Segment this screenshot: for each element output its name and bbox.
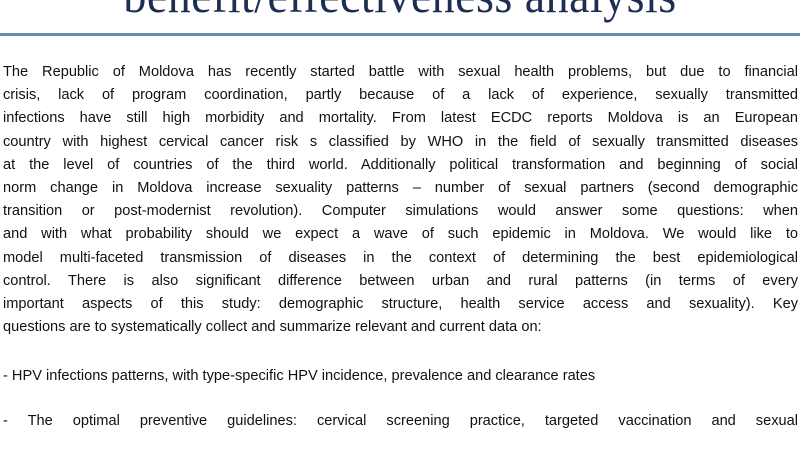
bullet-item: - HPV infections patterns, with type-spe…: [3, 368, 596, 384]
paragraph-line: country with highest cervical cancer ris…: [3, 133, 798, 150]
title-divider: [0, 33, 800, 36]
body-paragraph: The Republic of Moldova has recently sta…: [3, 61, 798, 339]
paragraph-line: transition or post-modernist revolution)…: [3, 203, 798, 220]
paragraph-line: crisis, lack of program coordination, pa…: [3, 87, 798, 104]
paragraph-line: The Republic of Moldova has recently sta…: [3, 64, 798, 80]
paragraph-line: important aspects of this study: demogra…: [3, 295, 798, 312]
paragraph-line: norm change in Moldova increase sexualit…: [3, 179, 798, 196]
bullet-item: - The optimal preventive guidelines: cer…: [3, 413, 798, 429]
paragraph-line: questions are to systematically collect …: [3, 319, 542, 336]
paragraph-line: at the level of countries of the third w…: [3, 156, 798, 173]
paragraph-line: control. There is also significant diffe…: [3, 272, 798, 289]
paragraph-line: model multi-faceted transmission of dise…: [3, 249, 798, 266]
paragraph-line: infections have still high morbidity and…: [3, 110, 798, 127]
slide-title: benefit/effectiveness analysis: [32, 0, 768, 24]
paragraph-line: and with what probability should we expe…: [3, 226, 798, 243]
